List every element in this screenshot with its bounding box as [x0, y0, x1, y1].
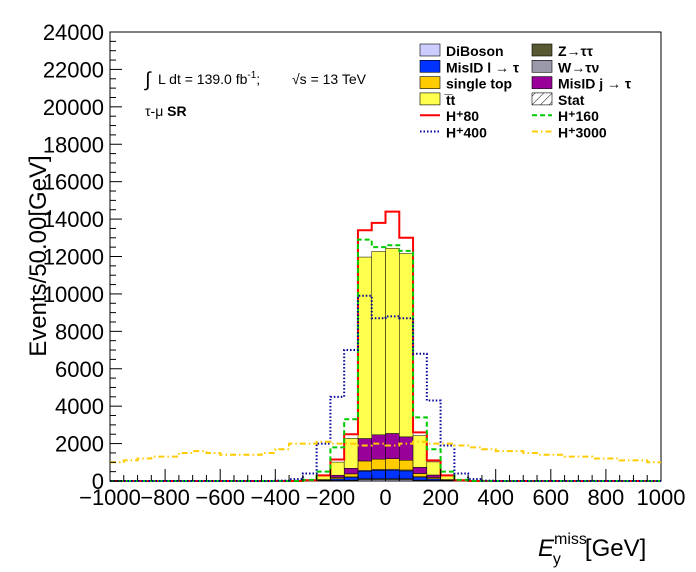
x-tick-label: −1000	[79, 485, 141, 510]
legend-swatch	[419, 76, 441, 89]
bar-misid-j-	[412, 467, 428, 474]
energy-text: = 13 TeV	[307, 71, 367, 87]
y-tick-label: 8000	[55, 319, 104, 344]
legend-label: MisID l → τ	[446, 59, 520, 75]
x-tick-label: 800	[588, 485, 625, 510]
legend-label: single top	[446, 76, 512, 92]
legend-label: Z→ττ	[558, 43, 594, 59]
legend-label: W→τν	[558, 59, 599, 75]
y-tick-label: 10000	[43, 282, 104, 307]
bar-t-t	[330, 461, 345, 476]
svg-text:√s = 13 TeV: √s = 13 TeV	[292, 71, 367, 87]
lumi-integral-symbol: ∫	[144, 69, 152, 91]
bar-misid-l-	[371, 470, 386, 480]
annotation-block: ∫ L dt = 139.0 fb-1; √s = 13 TeV τ-μ SR	[144, 69, 367, 119]
y-tick-label: 6000	[55, 357, 104, 382]
bar-single-top	[412, 473, 428, 477]
x-tick-label: 0	[379, 485, 391, 510]
bar-t-t	[426, 461, 441, 476]
bar-t-t	[357, 256, 372, 439]
signal-line-h-3000	[110, 440, 661, 464]
bar-t-t	[399, 253, 414, 438]
y-tick-label: 0	[92, 469, 104, 494]
legend: DiBoson Z→ττ MisID l → τ W→τν single top MisI…	[419, 43, 632, 141]
legend-swatch	[419, 59, 441, 73]
bar-t-t	[412, 435, 428, 468]
x-axis-title-sub: y	[553, 551, 561, 568]
y-tick-label: 4000	[55, 394, 104, 419]
bar-single-top	[385, 458, 400, 470]
bar-misid-j-	[357, 438, 372, 462]
x-tick-label: 400	[477, 485, 514, 510]
x-tick-label: −400	[251, 485, 301, 510]
y-tick-label: 16000	[43, 170, 104, 195]
bar-misid-l-	[385, 469, 400, 480]
x-tick-label: −800	[140, 485, 190, 510]
bar-misid-j-	[426, 474, 441, 478]
signal-line-h-400	[110, 294, 661, 482]
y-tick-label: 20000	[43, 95, 104, 120]
legend-swatch	[531, 76, 553, 89]
x-axis-title-sup: miss	[554, 531, 587, 548]
legend-label: H⁺3000	[558, 125, 607, 141]
legend-label: t̅t	[443, 92, 455, 108]
stacked-bars	[288, 248, 483, 482]
bar-misid-j-	[371, 434, 386, 460]
legend-swatch	[531, 43, 553, 57]
x-tick-label: 1000	[637, 485, 686, 510]
x-tick-label: −200	[306, 485, 356, 510]
y-tick-label: 18000	[43, 132, 104, 157]
bar-single-top	[357, 460, 372, 471]
legend-swatch	[419, 92, 441, 106]
bar-t-t	[316, 475, 331, 480]
bar-single-top	[371, 458, 386, 470]
svg-text:τ-μ SR: τ-μ SR	[145, 103, 187, 119]
lumi-sep: ;	[256, 71, 260, 87]
bar-misid-j-	[330, 474, 345, 478]
legend-swatch	[419, 43, 441, 57]
legend-label: DiBoson	[446, 43, 504, 59]
x-tick-label: 200	[422, 485, 459, 510]
lumi-sup: -1	[247, 70, 256, 81]
y-tick-label: 22000	[43, 57, 104, 82]
axes: −1000 −800 −600 −400 −200 0 200 400 600 800 100002…	[43, 20, 686, 510]
bar-misid-l-	[357, 471, 372, 480]
bar-t-t	[440, 475, 455, 480]
y-tick-label: 24000	[43, 20, 104, 45]
bar-misid-l-	[343, 477, 359, 481]
x-axis-title-main: E	[538, 535, 555, 562]
bar-t-t	[385, 248, 400, 434]
y-tick-label: 12000	[43, 245, 104, 270]
sqrt-s: √s	[292, 71, 307, 87]
legend-label: H⁺400	[446, 125, 487, 141]
y-tick-label: 14000	[43, 207, 104, 232]
x-tick-label: −600	[195, 485, 245, 510]
legend-swatch	[531, 92, 553, 106]
bar-misid-l-	[412, 476, 428, 481]
region-bold: SR	[167, 103, 186, 119]
svg-text:L dt = 139.0 fb-1;: L dt = 139.0 fb-1;	[158, 70, 260, 87]
y-tick-label: 2000	[55, 432, 104, 457]
lumi-text: L dt = 139.0 fb	[158, 71, 248, 87]
signal-lines	[110, 210, 661, 482]
bar-single-top	[399, 459, 414, 471]
y-axis-title: Events/50.00[GeV]	[25, 155, 52, 356]
x-axis-title-unit: [GeV]	[585, 535, 646, 562]
bar-misid-l-	[399, 470, 414, 480]
signal-line-h-160	[110, 238, 661, 482]
legend-label: MisID j → τ	[558, 76, 632, 92]
legend-label: H⁺160	[558, 108, 599, 124]
region-label: τ-μ	[145, 103, 163, 119]
legend-swatch	[531, 59, 553, 73]
bar-misid-j-	[343, 468, 359, 475]
bar-t-t	[371, 251, 386, 436]
legend-label: Stat	[558, 92, 585, 108]
bar-misid-j-	[399, 436, 414, 461]
x-tick-label: 600	[532, 485, 569, 510]
bar-single-top	[343, 473, 359, 478]
legend-label: H⁺80	[446, 108, 479, 124]
